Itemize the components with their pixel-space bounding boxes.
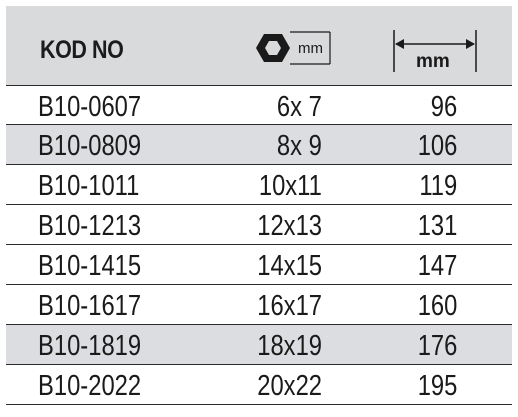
size-cell: 16x17	[257, 290, 322, 322]
table-row: B10-1011 10x11 119	[6, 165, 512, 205]
code-cell: B10-0809	[38, 130, 142, 162]
table-row: B10-1415 14x15 147	[6, 245, 512, 285]
table-row: B10-2022 20x22 195	[6, 365, 512, 405]
code-column-header: KOD NO	[40, 36, 124, 64]
length-cell: 119	[419, 170, 457, 202]
code-cell: B10-1617	[38, 290, 142, 322]
size-cell: 8x 9	[277, 130, 322, 162]
size-cell: 12x13	[257, 210, 322, 242]
code-cell: B10-1819	[38, 330, 142, 362]
length-cell: 131	[417, 210, 457, 242]
length-cell: 176	[417, 330, 457, 362]
product-table: KOD NO mm mm B10-0607 6x 7 96 B10-0809 8…	[6, 6, 512, 405]
code-cell: B10-2022	[38, 370, 142, 402]
length-cell: 160	[417, 290, 457, 322]
size-cell: 20x22	[257, 370, 322, 402]
code-cell: B10-1415	[38, 250, 142, 282]
table-row: B10-0809 8x 9 106	[6, 125, 512, 165]
size-cell: 10x11	[258, 170, 322, 202]
length-cell: 147	[417, 250, 457, 282]
hex-size-unit: mm	[298, 40, 323, 57]
table-row: B10-0607 6x 7 96	[6, 85, 512, 125]
length-cell: 106	[417, 130, 457, 162]
table-row: B10-1819 18x19 176	[6, 325, 512, 365]
size-cell: 6x 7	[277, 91, 322, 123]
table-row: B10-1213 12x13 131	[6, 205, 512, 245]
size-cell: 14x15	[257, 250, 322, 282]
code-cell: B10-1213	[38, 210, 142, 242]
size-cell: 18x19	[257, 330, 322, 362]
table-row: B10-1617 16x17 160	[6, 285, 512, 325]
length-unit: mm	[416, 51, 450, 72]
table-body: B10-0607 6x 7 96 B10-0809 8x 9 106 B10-1…	[6, 85, 512, 405]
length-cell: 195	[417, 370, 457, 402]
hex-size-icon: mm	[256, 31, 331, 65]
table-header: KOD NO mm mm	[6, 6, 512, 85]
code-cell: B10-0607	[38, 91, 142, 123]
length-icon: mm	[393, 30, 477, 72]
length-cell: 96	[430, 91, 457, 123]
code-cell: B10-1011	[38, 170, 140, 202]
